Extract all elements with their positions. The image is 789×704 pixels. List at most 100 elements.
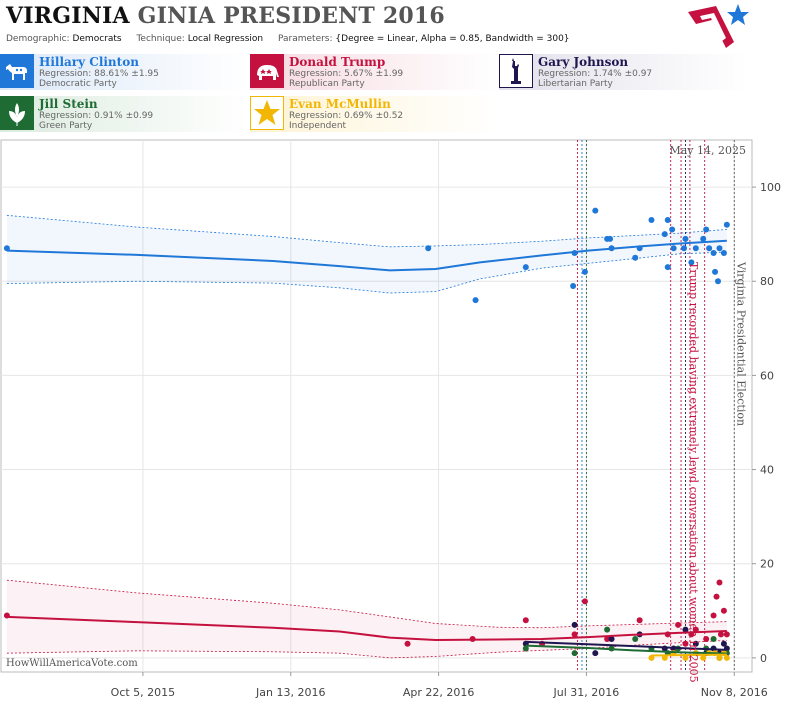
data-point [632, 254, 639, 261]
data-point [664, 217, 671, 224]
data-point [607, 235, 614, 242]
candidate-party: Green Party [39, 121, 93, 131]
data-point [682, 654, 689, 661]
band-lower [6, 640, 727, 659]
candidate-panel-trump: Donald Trump Regression: 5.67% ±1.99 Rep… [250, 54, 498, 90]
leaf-icon [0, 96, 34, 130]
data-point [716, 579, 723, 586]
x-tick-label: Oct 5, 2015 [111, 686, 176, 699]
demographic-label: Demographic: [6, 34, 70, 44]
candidate-party: Democratic Party [39, 79, 117, 89]
data-point [648, 217, 655, 224]
y-tick-label: 20 [760, 558, 774, 571]
data-point [682, 626, 689, 633]
candidate-name: Evan McMullin [289, 97, 391, 111]
title-state: VIRGINIA [6, 3, 130, 29]
data-point [700, 654, 707, 661]
axes: 0 20 40 60 80 100 Oct 5, 2015 Jan 13, 2016 Apr 2… [111, 181, 781, 699]
candidate-regression: Regression: 0.69% ±0.52 [289, 111, 404, 121]
technique-label: Technique: [136, 34, 185, 44]
data-point [720, 640, 727, 647]
candidate-panel-stein: Jill Stein Regression: 0.91% ±0.99 Green… [0, 96, 248, 132]
data-point [682, 235, 689, 242]
data-point [720, 249, 727, 256]
data-point [706, 245, 713, 252]
data-point [723, 631, 730, 638]
event-annotation: Trump recorded having extremely lewd con… [687, 262, 700, 683]
data-point [710, 249, 717, 256]
candidate-panel-johnson: Gary Johnson Regression: 1.74% ±0.97 Lib… [499, 54, 747, 90]
data-point [680, 245, 687, 252]
data-point [522, 617, 529, 624]
data-point [571, 631, 578, 638]
confidence-band [6, 215, 727, 294]
data-point [713, 593, 720, 600]
data-point [720, 607, 727, 614]
trend-line [6, 615, 727, 641]
candidate-name: Donald Trump [289, 55, 386, 69]
data-point [710, 612, 717, 619]
candidate-party: Libertarian Party [538, 79, 613, 89]
data-point [581, 268, 588, 275]
date-label: May 14, 2025 [669, 144, 746, 157]
data-point [604, 626, 611, 633]
candidate-regression: Regression: 5.67% ±1.99 [289, 69, 404, 79]
trend-lines [6, 239, 727, 657]
liberty-statue-icon [499, 54, 533, 88]
parameters-line: Demographic: Democrats Technique: Local … [6, 34, 582, 44]
y-tick-label: 80 [760, 275, 774, 288]
data-point [692, 640, 699, 647]
data-point [723, 654, 730, 661]
candidate-name: Gary Johnson [538, 55, 629, 69]
data-point [570, 282, 577, 289]
parameters-label: Parameters: [277, 34, 333, 44]
data-point [608, 636, 615, 643]
data-point [522, 645, 529, 652]
data-point [661, 231, 668, 238]
parameters-value: {Degree = Linear, Alpha = 0.85, Bandwidt… [335, 34, 570, 44]
data-point [472, 297, 479, 304]
y-tick-label: 100 [760, 181, 781, 194]
candidate-regression: Regression: 1.74% ±0.97 [538, 69, 653, 79]
band-lower [6, 251, 727, 294]
band-upper [6, 579, 727, 629]
grid [0, 139, 753, 673]
data-point [670, 245, 677, 252]
candidate-name: Hillary Clinton [39, 55, 139, 69]
y-tick-label: 0 [760, 652, 767, 665]
chart-text: May 14, 2025 HowWillAmericaVote.com Trump … [6, 144, 747, 683]
data-point [581, 598, 588, 605]
title-race: GINIA PRESIDENT 2016 [137, 3, 445, 29]
x-tick-label: Apr 22, 2016 [403, 686, 475, 699]
data-point [710, 636, 717, 643]
x-tick-label: Nov 8, 2016 [701, 686, 768, 699]
data-point [522, 264, 529, 271]
poll-chart: 0 20 40 60 80 100 Oct 5, 2015 Jan 13, 2016 Apr 2… [0, 139, 781, 699]
data-point [664, 264, 671, 271]
trend-line [6, 239, 727, 272]
data-point [712, 268, 719, 275]
trend-line [651, 653, 727, 657]
candidate-panel-clinton: Hillary Clinton Regression: 88.61% ±1.95… [0, 54, 248, 90]
watermark: HowWillAmericaVote.com [6, 658, 138, 669]
data-point [592, 650, 599, 657]
data-point [692, 245, 699, 252]
data-point [716, 245, 723, 252]
candidate-regression: Regression: 88.61% ±1.95 [39, 69, 159, 79]
page-title: VIRGINIA GINIA PRESIDENT 2016 [6, 3, 445, 29]
star-icon [250, 96, 284, 130]
donkey-icon [0, 54, 34, 88]
data-point [703, 636, 710, 643]
data-point [692, 626, 699, 633]
elephant-icon [250, 54, 284, 88]
data-point [571, 621, 578, 628]
data-point [700, 235, 707, 242]
data-point [636, 617, 643, 624]
data-point [592, 207, 599, 214]
y-tick-label: 40 [760, 464, 774, 477]
trend-line [525, 640, 727, 651]
candidate-panel-mcmullin: Evan McMullin Regression: 0.69% ±0.52 In… [250, 96, 498, 132]
data-point [604, 636, 611, 643]
data-point [669, 226, 676, 233]
trend-line [525, 644, 727, 655]
